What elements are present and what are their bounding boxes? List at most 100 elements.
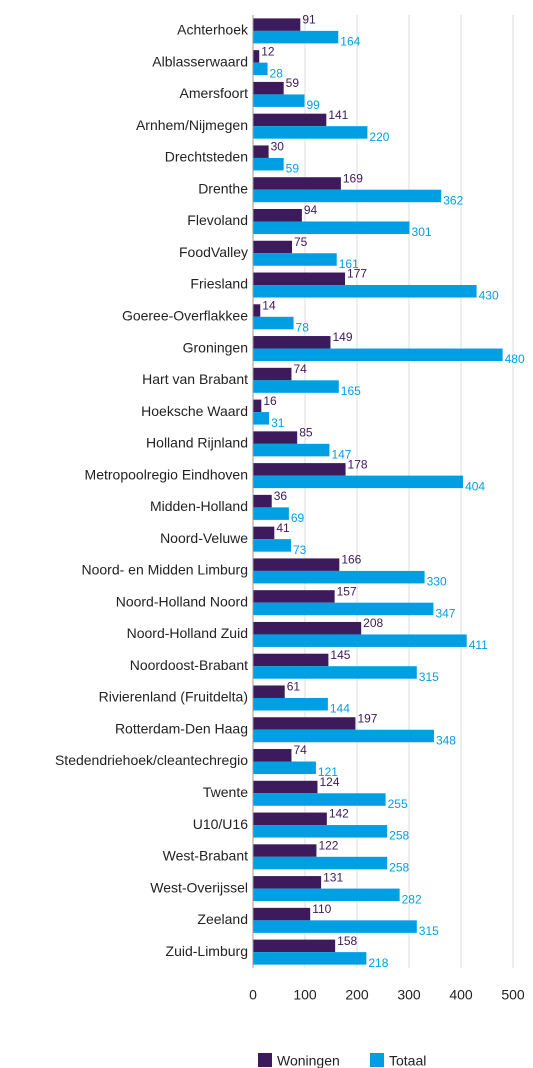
value-label: 362 (443, 193, 463, 207)
value-label: 149 (332, 330, 352, 344)
bar (253, 507, 289, 520)
value-label: 59 (286, 162, 300, 176)
category-label: FoodValley (179, 244, 248, 260)
category-label: Drenthe (198, 180, 248, 196)
legend-label: Woningen (277, 1053, 340, 1068)
value-label: 315 (419, 670, 439, 684)
value-label: 147 (331, 448, 351, 462)
value-label: 110 (312, 902, 331, 916)
value-label: 99 (306, 98, 320, 112)
value-label: 282 (402, 892, 422, 906)
bar (253, 685, 285, 698)
legend-swatch (370, 1053, 384, 1067)
value-label: 74 (293, 362, 307, 376)
category-label: Noord- en Midden Limburg (81, 562, 248, 578)
category-label: Twente (203, 784, 248, 800)
bar (253, 157, 284, 171)
x-tick-label: 500 (501, 987, 525, 1003)
bar (253, 272, 346, 286)
category-label: Noord-Holland Noord (116, 593, 248, 609)
bar (253, 844, 317, 857)
value-label: 94 (304, 203, 318, 217)
bar (253, 558, 340, 571)
value-label: 220 (369, 130, 389, 144)
x-tick-label: 300 (397, 987, 421, 1003)
category-label: Arnhem/Nijmegen (136, 117, 248, 133)
bar (253, 856, 388, 870)
bar (253, 177, 341, 190)
category-label: Alblasserwaard (152, 53, 248, 69)
category-label: Noordoost-Brabant (130, 657, 248, 673)
bar (253, 463, 346, 476)
value-label: 255 (388, 797, 408, 811)
value-label: 177 (347, 267, 367, 281)
value-label: 16 (263, 394, 277, 408)
bar (253, 380, 339, 393)
bar (253, 812, 327, 826)
value-label: 144 (330, 702, 350, 716)
value-label: 315 (419, 924, 439, 938)
category-label: Stedendriehoek/cleantechregio (55, 752, 248, 768)
bar (253, 939, 336, 953)
bar (253, 634, 467, 647)
category-label: Achterhoek (177, 22, 249, 38)
bar (253, 475, 464, 489)
category-label: Groningen (183, 339, 248, 355)
bar (253, 780, 318, 794)
value-label: 165 (341, 384, 361, 398)
bar (253, 761, 316, 775)
value-label: 258 (389, 829, 409, 843)
value-label: 28 (270, 66, 284, 80)
category-label: Noord-Holland Zuid (127, 625, 248, 641)
bar (253, 539, 291, 552)
value-label: 348 (436, 733, 456, 747)
value-label: 208 (363, 616, 383, 630)
category-label: Goeree-Overflakkee (122, 307, 248, 323)
category-label: Hart van Brabant (142, 371, 248, 387)
category-label: Noord-Veluwe (160, 530, 248, 546)
bar (253, 793, 386, 806)
category-label: Holland Rijnland (146, 435, 248, 451)
value-label: 131 (323, 870, 343, 884)
value-label: 73 (293, 543, 307, 557)
x-tick-label: 100 (293, 987, 317, 1003)
bar (253, 50, 260, 63)
bar (253, 907, 311, 921)
value-label: 301 (412, 225, 432, 239)
bar (253, 666, 417, 679)
bar (253, 729, 434, 743)
category-label: West-Overijssel (150, 879, 248, 895)
bar (253, 367, 292, 381)
category-label: Metropoolregio Eindhoven (85, 466, 248, 482)
value-label: 12 (261, 44, 275, 58)
bar (253, 348, 503, 362)
bar (253, 526, 275, 540)
x-tick-label: 200 (345, 987, 369, 1003)
bar (253, 494, 272, 508)
bar (253, 145, 269, 158)
value-label: 430 (479, 289, 499, 303)
value-label: 258 (389, 860, 409, 874)
bar (253, 570, 425, 584)
bar (253, 316, 294, 330)
bar (253, 240, 292, 254)
legend-swatch (258, 1053, 272, 1067)
value-label: 480 (505, 352, 525, 366)
value-label: 404 (465, 479, 485, 493)
value-label: 161 (339, 257, 359, 271)
bar (253, 825, 388, 838)
value-label: 169 (343, 171, 363, 185)
category-label: Hoeksche Waard (141, 403, 248, 419)
value-label: 411 (469, 638, 488, 652)
category-label: Flevoland (187, 212, 248, 228)
value-label: 69 (291, 511, 305, 525)
bar (253, 876, 322, 889)
bar (253, 602, 434, 616)
category-label: U10/U16 (193, 816, 248, 832)
value-label: 124 (319, 775, 339, 789)
value-label: 122 (318, 838, 338, 852)
bar (253, 412, 270, 425)
value-label: 61 (287, 680, 301, 694)
value-label: 75 (294, 235, 308, 249)
